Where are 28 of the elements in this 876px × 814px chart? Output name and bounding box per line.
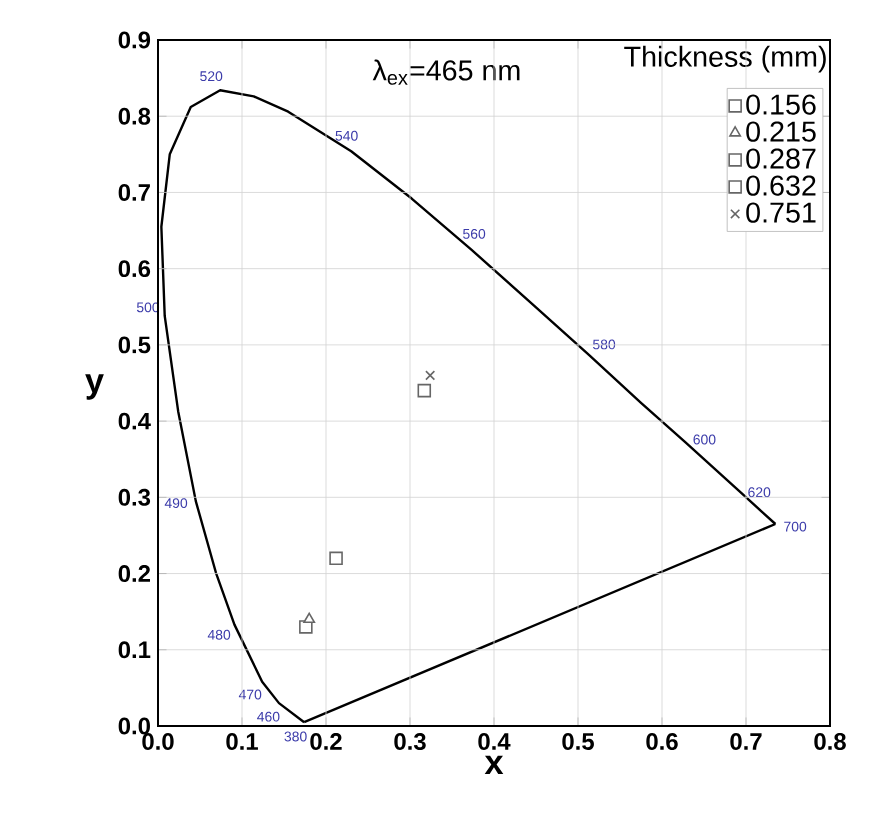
y-tick-label: 0.3	[118, 488, 151, 506]
x-tick-label: 0.5	[562, 733, 594, 750]
legend-label: 0.156	[746, 94, 816, 115]
y-tick-label: 0.7	[118, 183, 150, 201]
x-tick-label: 0.2	[310, 733, 342, 750]
x-tick-label: 0.4	[478, 733, 511, 750]
y-axis-title: y	[85, 374, 104, 400]
x-tick-label: 0.0	[142, 733, 174, 750]
x-tick-label: 0.1	[226, 733, 258, 750]
y-tick-label: 0.1	[118, 641, 151, 659]
y-tick-label: 0.5	[118, 336, 151, 354]
legend-label: 0.751	[746, 202, 816, 223]
legend-label: 0.287	[746, 148, 816, 169]
legend-label: 0.215	[746, 121, 816, 142]
legend-title: Thickness (mm)	[624, 45, 826, 73]
x-tick-label: 0.6	[646, 733, 678, 750]
x-tick-label: 0.7	[730, 733, 762, 750]
legend-label: 0.632	[746, 175, 816, 196]
y-tick-label: 0.9	[118, 31, 151, 49]
x-tick-label: 0.8	[814, 733, 846, 750]
y-tick-label: 0.6	[118, 260, 151, 278]
y-tick-label: 0.8	[118, 107, 151, 125]
y-tick-label: 0.0	[118, 717, 150, 735]
y-tick-label: 0.2	[118, 565, 151, 582]
y-tick-label: 0.4	[118, 412, 151, 430]
annotation: λ$_{ex}$=465 nm	[372, 59, 520, 85]
x-tick-label: 0.3	[394, 733, 426, 751]
x-axis-title: x	[484, 755, 504, 774]
